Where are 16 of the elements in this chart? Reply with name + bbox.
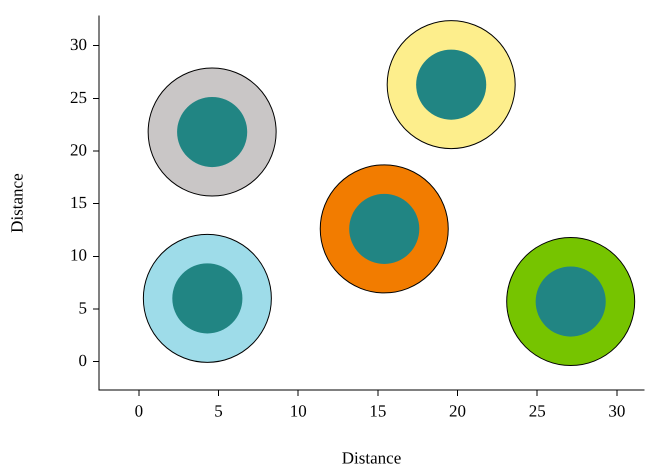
y-tick-label: 0 [78, 351, 87, 370]
x-tick-label: 30 [608, 402, 626, 421]
x-axis-title: Distance [342, 448, 402, 468]
y-tick-label: 15 [70, 193, 87, 212]
y-tick-label: 30 [70, 35, 87, 54]
x-tick-label: 25 [528, 402, 546, 421]
x-tick-label: 0 [134, 402, 144, 421]
y-tick-label: 25 [70, 88, 87, 107]
y-tick-label: 10 [70, 246, 87, 265]
y-axis-title: Distance [8, 173, 27, 233]
y-tick-label: 20 [70, 140, 87, 160]
x-tick-label: 5 [214, 402, 223, 421]
x-tick-label: 20 [449, 402, 466, 421]
x-tick-label: 10 [290, 402, 307, 421]
x-tick-label: 15 [369, 402, 386, 421]
y-tick-label: 5 [78, 298, 87, 318]
